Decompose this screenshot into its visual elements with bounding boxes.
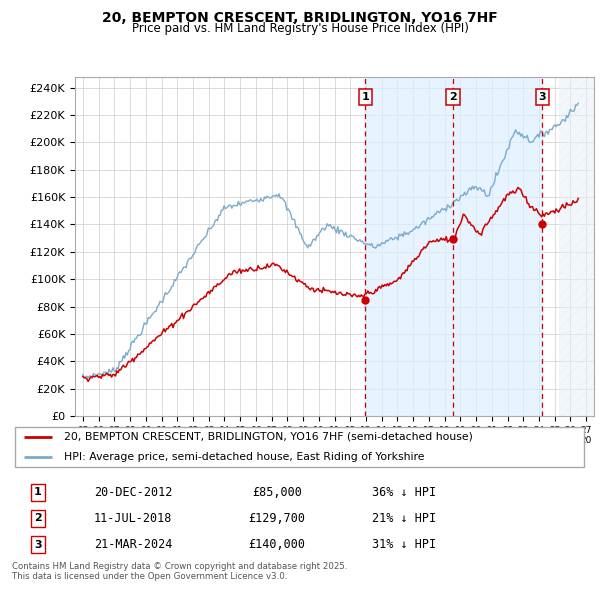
Text: 11-JUL-2018: 11-JUL-2018 (94, 512, 172, 525)
Text: Contains HM Land Registry data © Crown copyright and database right 2025.
This d: Contains HM Land Registry data © Crown c… (12, 562, 347, 581)
Bar (365, 77, 542, 416)
Text: 1: 1 (34, 487, 42, 497)
Text: 20-DEC-2012: 20-DEC-2012 (94, 486, 172, 499)
Text: HPI: Average price, semi-detached house, East Riding of Yorkshire: HPI: Average price, semi-detached house,… (64, 452, 424, 462)
Text: 2: 2 (449, 92, 457, 102)
Text: 21-MAR-2024: 21-MAR-2024 (94, 538, 172, 551)
Text: £85,000: £85,000 (252, 486, 302, 499)
Text: £129,700: £129,700 (248, 512, 305, 525)
Text: 1: 1 (362, 92, 370, 102)
Text: 20, BEMPTON CRESCENT, BRIDLINGTON, YO16 7HF: 20, BEMPTON CRESCENT, BRIDLINGTON, YO16 … (102, 11, 498, 25)
Text: 3: 3 (539, 92, 546, 102)
Text: 31% ↓ HPI: 31% ↓ HPI (371, 538, 436, 551)
Text: 2: 2 (34, 513, 42, 523)
Text: 36% ↓ HPI: 36% ↓ HPI (371, 486, 436, 499)
Text: Price paid vs. HM Land Registry's House Price Index (HPI): Price paid vs. HM Land Registry's House … (131, 22, 469, 35)
Text: £140,000: £140,000 (248, 538, 305, 551)
Text: 3: 3 (34, 539, 42, 549)
FancyBboxPatch shape (15, 427, 584, 467)
Text: 20, BEMPTON CRESCENT, BRIDLINGTON, YO16 7HF (semi-detached house): 20, BEMPTON CRESCENT, BRIDLINGTON, YO16 … (64, 432, 473, 442)
Text: 21% ↓ HPI: 21% ↓ HPI (371, 512, 436, 525)
